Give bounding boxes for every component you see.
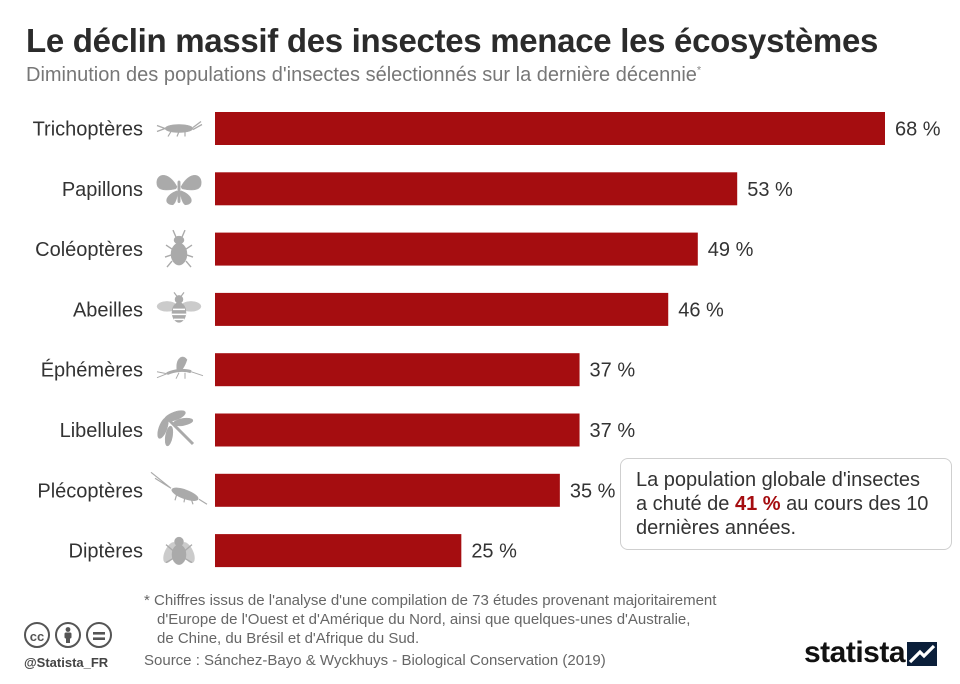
source-note: Source : Sánchez-Bayo & Wyckhuys - Biolo… [144,652,606,669]
social-handle: @Statista_FR [24,655,109,670]
bar [215,232,698,266]
mayfly-icon [156,356,204,379]
beetle-icon [164,229,194,268]
bar [215,112,885,145]
value-label: 37 % [590,420,636,442]
butterfly-icon [156,175,202,206]
value-label: 68 % [895,119,941,141]
by-icon [55,622,81,648]
footnote-line-1: * Chiffres issus de l'analyse d'une comp… [144,592,717,609]
value-label: 53 % [747,179,793,201]
category-label: Libellules [60,420,143,442]
callout-text-after: au cours des 10 dernières années. [636,493,929,539]
bar [215,292,669,326]
category-label: Papillons [62,179,143,201]
footnote: * Chiffres issus de l'analyse d'une comp… [144,591,844,648]
subtitle-footnote-mark: * [696,64,702,77]
logo-text: statista [804,636,906,669]
category-label: Abeilles [73,299,143,321]
bee-icon [156,292,202,323]
value-label: 35 % [570,480,616,502]
callout-highlight: 41 % [734,493,781,515]
category-label: Trichoptères [33,119,143,141]
bar [215,534,462,568]
nd-icon [86,622,112,648]
callout-text-before: La population globale d'insectes a chuté… [636,469,921,515]
value-label: 37 % [590,360,636,382]
bar [215,172,738,206]
bar [215,353,580,387]
dragonfly-icon [157,410,195,447]
stonefly-icon [150,471,208,505]
value-label: 25 % [471,541,517,563]
footnote-line-3: de Chine, du Brésil et d'Afrique du Sud. [157,630,420,647]
cc-icon: cc [24,622,50,648]
chart-title: Le déclin massif des insectes menace les… [26,22,879,59]
category-label: Diptères [69,541,143,563]
summary-callout: La population globale d'insectes a chuté… [620,458,952,550]
bar-chart: Trichoptères 68 % Papillons 53 % Coléoptères… [33,112,941,568]
chart-subtitle: Diminution des populations d'insectes sé… [26,64,701,87]
statista-logo[interactable]: statista [804,636,939,670]
category-label: Éphémères [41,359,143,382]
caddisfly-icon [156,120,203,137]
bar [215,413,580,447]
fly-icon [163,536,195,565]
footnote-line-2: d'Europe de l'Ouest et d'Amérique du Nor… [157,611,691,628]
category-label: Coléoptères [35,239,143,261]
bar [215,473,560,507]
logo-mark-icon [907,642,937,666]
category-label: Plécoptères [37,480,143,502]
value-label: 49 % [708,239,754,261]
license-icons: cc [24,622,117,648]
value-label: 46 % [678,299,724,321]
subtitle-text: Diminution des populations d'insectes sé… [26,64,697,86]
